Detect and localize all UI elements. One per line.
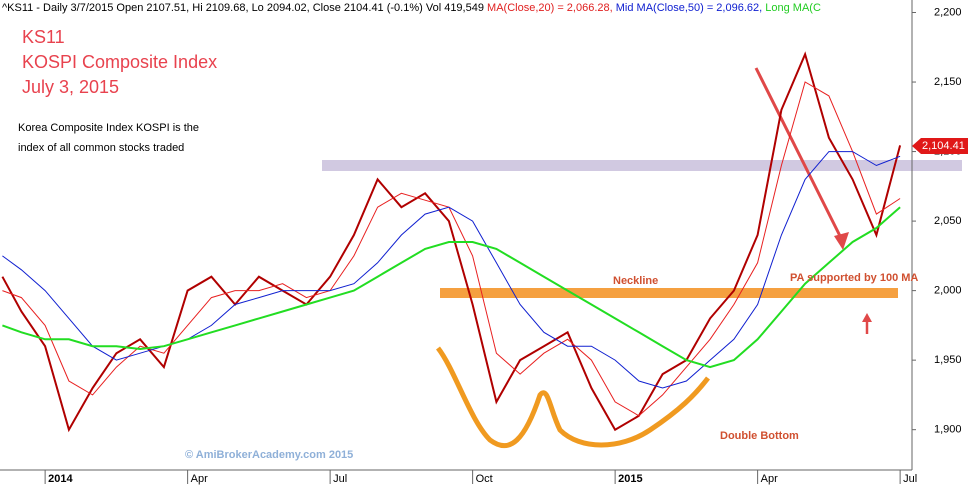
- resistance-band: [322, 160, 962, 171]
- x-tick-label: Jul: [333, 473, 347, 485]
- neckline-band: [440, 288, 898, 298]
- x-tick-label: Oct: [476, 473, 493, 485]
- price-tag: 2,104.41: [922, 140, 965, 152]
- x-tick-label: Apr: [191, 473, 208, 485]
- series-line: [2, 206, 901, 369]
- y-tick-label: 2,050: [934, 215, 962, 227]
- trend-arrow: [754, 67, 845, 243]
- y-tick-label: 1,950: [934, 354, 962, 366]
- title: KS11: [22, 27, 65, 47]
- x-tick-label: 2014: [48, 473, 73, 485]
- header-ma20: MA(Close,20) = 2,066.28,: [487, 2, 613, 14]
- x-tick-label: Apr: [761, 473, 778, 485]
- arrow-head: [834, 232, 849, 250]
- date: July 3, 2015: [22, 77, 119, 97]
- header-ma100: Long MA(C: [765, 2, 821, 14]
- y-tick-label: 2,200: [934, 6, 962, 18]
- price-tag-box: [912, 138, 968, 154]
- y-tick-label: 1,900: [934, 424, 962, 436]
- neckline-label: Neckline: [613, 275, 658, 287]
- series-line: [2, 151, 901, 389]
- watermark: © AmiBrokerAcademy.com 2015: [185, 449, 353, 461]
- double-bottom-label: Double Bottom: [720, 430, 799, 442]
- description: index of all common stocks traded: [18, 142, 184, 154]
- header-ma50: Mid MA(Close,50) = 2,096.62,: [616, 2, 762, 14]
- x-tick-label: 2015: [618, 473, 642, 485]
- support-label: PA supported by 100 MA: [790, 272, 918, 284]
- y-tick-label: 2,000: [934, 285, 962, 297]
- x-tick-label: Jul: [903, 473, 917, 485]
- header: ^KS11 - Daily 3/7/2015 Open 2107.51, Hi …: [2, 2, 821, 14]
- double-bottom-curve: [435, 346, 710, 448]
- header-info: ^KS11 - Daily 3/7/2015 Open 2107.51, Hi …: [2, 2, 484, 14]
- description: Korea Composite Index KOSPI is the: [18, 122, 199, 134]
- subtitle: KOSPI Composite Index: [22, 52, 217, 72]
- arrow-head: [862, 313, 872, 322]
- y-tick-label: 2,150: [934, 76, 962, 88]
